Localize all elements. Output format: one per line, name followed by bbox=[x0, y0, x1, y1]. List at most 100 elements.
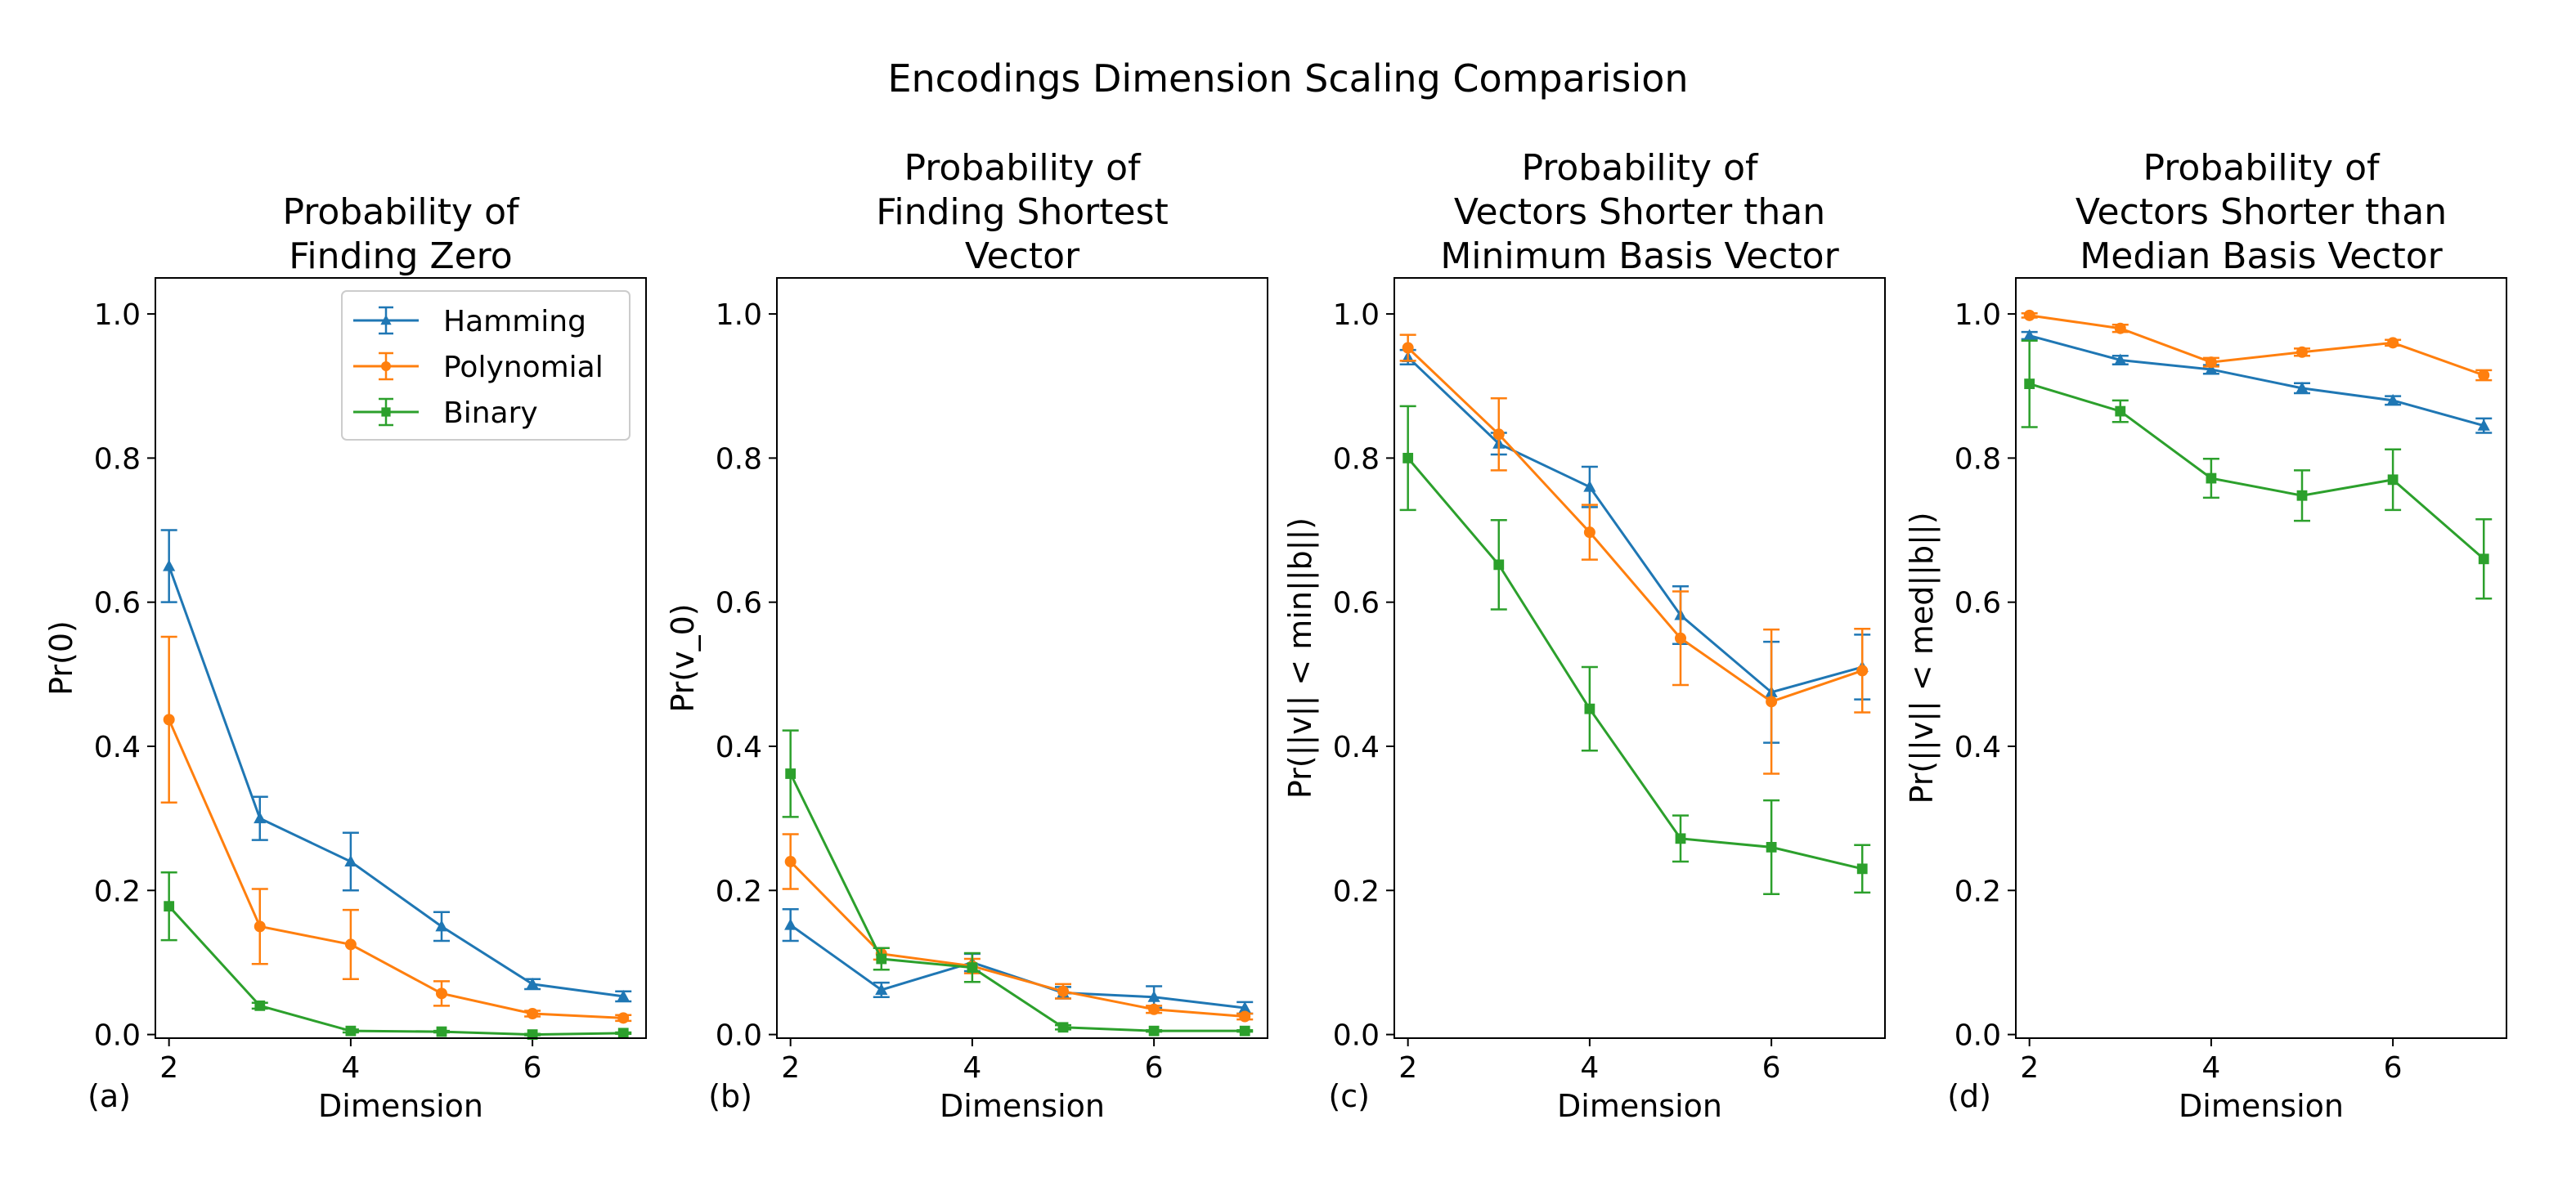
y-tick-label: 0.0 bbox=[1954, 1019, 2001, 1053]
x-tick-label: 4 bbox=[2201, 1051, 2220, 1085]
data-point bbox=[1766, 841, 1777, 853]
panel-label: (c) bbox=[1328, 1078, 1370, 1114]
data-point bbox=[526, 977, 539, 989]
data-point bbox=[617, 1012, 630, 1024]
x-tick-label: 6 bbox=[1762, 1051, 1781, 1085]
y-tick-label: 0.2 bbox=[716, 875, 762, 908]
x-axis-label: Dimension bbox=[940, 1088, 1105, 1124]
legend-marker bbox=[381, 407, 391, 417]
panel-title-line: Probability of bbox=[1522, 147, 1759, 189]
data-point bbox=[345, 1025, 357, 1037]
x-tick-label: 2 bbox=[1398, 1051, 1417, 1085]
data-point bbox=[2206, 472, 2217, 484]
data-point bbox=[344, 855, 357, 867]
y-axis-label: Pr(0) bbox=[43, 620, 79, 696]
panel-title-line: Median Basis Vector bbox=[2080, 235, 2443, 277]
data-point bbox=[785, 768, 797, 779]
series-binary bbox=[160, 871, 632, 1040]
panel-title-line: Probability of bbox=[283, 191, 520, 233]
x-tick-label: 6 bbox=[1145, 1051, 1164, 1085]
data-point bbox=[2296, 381, 2309, 393]
y-tick-label: 0.4 bbox=[1333, 731, 1380, 764]
series-line bbox=[168, 905, 624, 1037]
legend-marker bbox=[380, 315, 392, 325]
data-point bbox=[2205, 362, 2218, 374]
data-point bbox=[2115, 405, 2126, 417]
y-tick-label: 1.0 bbox=[716, 298, 762, 332]
series-line bbox=[168, 719, 624, 1019]
data-point bbox=[875, 983, 888, 995]
y-tick-label: 0.4 bbox=[1954, 731, 2001, 764]
series-line bbox=[2029, 334, 2484, 428]
data-point bbox=[2296, 346, 2308, 358]
panel-label: (a) bbox=[88, 1078, 131, 1114]
data-point bbox=[2024, 378, 2035, 389]
y-tick-label: 0.6 bbox=[1954, 587, 2001, 620]
data-point bbox=[2023, 309, 2035, 321]
data-point bbox=[2477, 419, 2490, 431]
y-tick-label: 0.0 bbox=[716, 1019, 762, 1053]
data-point bbox=[527, 1029, 538, 1040]
y-axis-label: Pr(||v|| < med||b||) bbox=[1904, 512, 1941, 804]
series-line bbox=[2029, 314, 2484, 377]
data-point bbox=[1583, 526, 1595, 539]
data-point bbox=[967, 962, 978, 974]
panel-title-line: Probability of bbox=[2143, 147, 2381, 189]
y-tick-label: 0.8 bbox=[1954, 442, 2001, 476]
data-point bbox=[1493, 559, 1505, 571]
x-tick-label: 6 bbox=[2384, 1051, 2403, 1085]
series-line bbox=[789, 860, 1245, 1019]
data-point bbox=[1402, 342, 1414, 354]
y-tick-label: 1.0 bbox=[1333, 298, 1380, 332]
data-point bbox=[617, 989, 630, 1001]
data-point bbox=[1148, 1025, 1160, 1037]
panel-label: (d) bbox=[1947, 1078, 1991, 1114]
data-point bbox=[876, 953, 887, 965]
series-line bbox=[789, 772, 1245, 1032]
data-point bbox=[1402, 452, 1414, 463]
y-tick-label: 0.0 bbox=[94, 1019, 141, 1053]
series-binary bbox=[782, 729, 1254, 1037]
data-point bbox=[1148, 1003, 1160, 1015]
data-point bbox=[1057, 1022, 1069, 1033]
data-point bbox=[784, 856, 797, 868]
data-point bbox=[2387, 337, 2399, 349]
data-point bbox=[2387, 474, 2399, 486]
data-point bbox=[784, 918, 797, 930]
series-polynomial bbox=[2021, 309, 2493, 382]
data-point bbox=[344, 938, 357, 951]
panel-title-line: Vectors Shorter than bbox=[2076, 191, 2447, 233]
data-point bbox=[164, 901, 175, 912]
y-tick-label: 0.6 bbox=[1333, 587, 1380, 620]
data-point bbox=[2478, 553, 2489, 565]
x-tick-label: 4 bbox=[341, 1051, 360, 1085]
y-tick-label: 0.2 bbox=[94, 875, 141, 908]
data-point bbox=[1675, 833, 1686, 844]
data-point bbox=[1766, 696, 1778, 708]
panel-title-line: Vectors Shorter than bbox=[1454, 191, 1825, 233]
legend: Hamming Polynomial Binary bbox=[341, 290, 631, 441]
panel-title-line: Finding Shortest bbox=[876, 191, 1169, 233]
legend-label: Polynomial bbox=[443, 351, 604, 384]
legend-label: Binary bbox=[443, 396, 538, 430]
series-binary bbox=[2021, 339, 2493, 600]
x-axis-label: Dimension bbox=[1557, 1088, 1722, 1124]
data-point bbox=[1057, 985, 1069, 997]
axes-frame bbox=[1393, 277, 1886, 1039]
series-hamming bbox=[2021, 329, 2493, 434]
y-tick-label: 0.8 bbox=[1333, 442, 1380, 476]
data-point bbox=[1675, 632, 1686, 644]
data-point bbox=[1584, 703, 1595, 714]
data-point bbox=[254, 812, 267, 824]
series-binary bbox=[1399, 405, 1871, 895]
series-line bbox=[789, 924, 1245, 1010]
data-point bbox=[2296, 490, 2308, 501]
series-polynomial bbox=[782, 833, 1254, 1023]
data-point bbox=[2023, 329, 2036, 341]
x-tick-label: 2 bbox=[159, 1051, 178, 1085]
